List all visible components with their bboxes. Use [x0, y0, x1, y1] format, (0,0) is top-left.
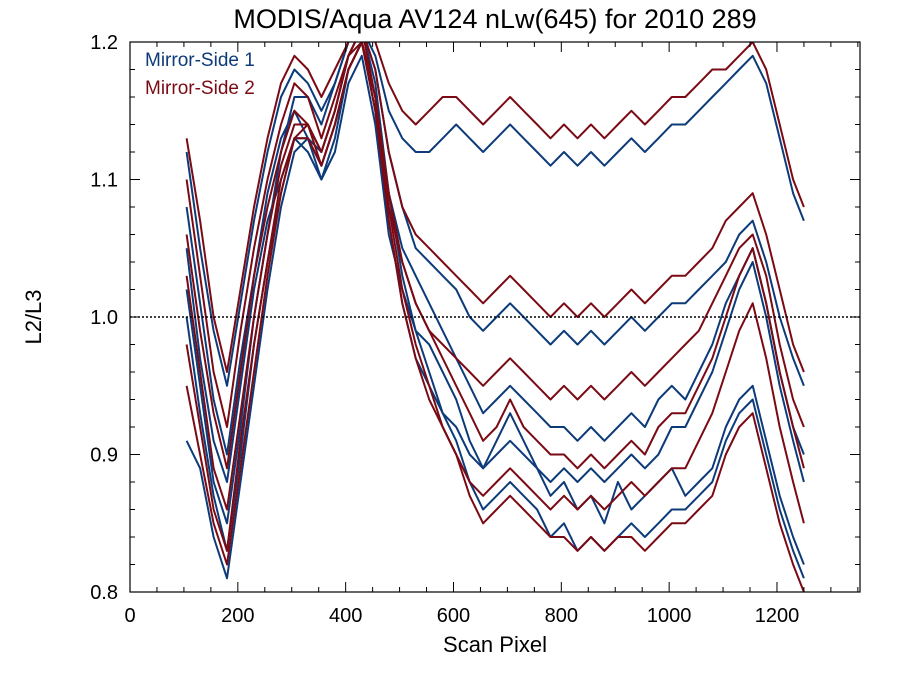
series-layer: [185, 42, 805, 592]
legend-entry-mirror-side-2: Mirror-Side 2: [145, 78, 255, 99]
series-line-8: [185, 42, 805, 428]
x-tick-label: 800: [545, 605, 578, 627]
series-line-9: [185, 42, 805, 592]
y-tick-label: 0.8: [90, 582, 118, 604]
legend-entry-mirror-side-1: Mirror-Side 1: [145, 50, 255, 71]
series-line-12: [185, 42, 805, 552]
series-line-3: [185, 42, 805, 525]
x-tick-label: 1200: [755, 605, 800, 627]
series-line-5: [185, 42, 805, 387]
y-tick-label: 1.2: [90, 32, 118, 54]
series-line-6: [185, 42, 805, 552]
chart-title: MODIS/Aqua AV124 nLw(645) for 2010 289: [233, 4, 756, 34]
x-tick-label: 400: [329, 605, 362, 627]
series-line-7: [185, 42, 805, 470]
series-line-11: [185, 42, 805, 511]
x-tick-label: 200: [221, 605, 254, 627]
y-tick-label: 1.0: [90, 307, 118, 329]
x-tick-label: 0: [124, 605, 135, 627]
series-line-4: [185, 42, 805, 580]
series-line-10: [185, 42, 805, 373]
x-tick-label: 600: [437, 605, 470, 627]
x-tick-label: 1000: [647, 605, 692, 627]
y-tick-label: 1.1: [90, 170, 118, 192]
y-axis-label: L2/L3: [21, 289, 46, 344]
legend: Mirror-Side 1 Mirror-Side 2: [145, 50, 255, 99]
x-axis-label: Scan Pixel: [443, 632, 547, 657]
y-tick-label: 0.9: [90, 445, 118, 467]
series-line-1: [185, 54, 805, 565]
y-axis-ticks: 0.8 0.9 1.0 1.1 1.2: [90, 32, 860, 604]
x-axis-ticks: 0 200 400 600 800 1000 1200: [124, 42, 859, 627]
